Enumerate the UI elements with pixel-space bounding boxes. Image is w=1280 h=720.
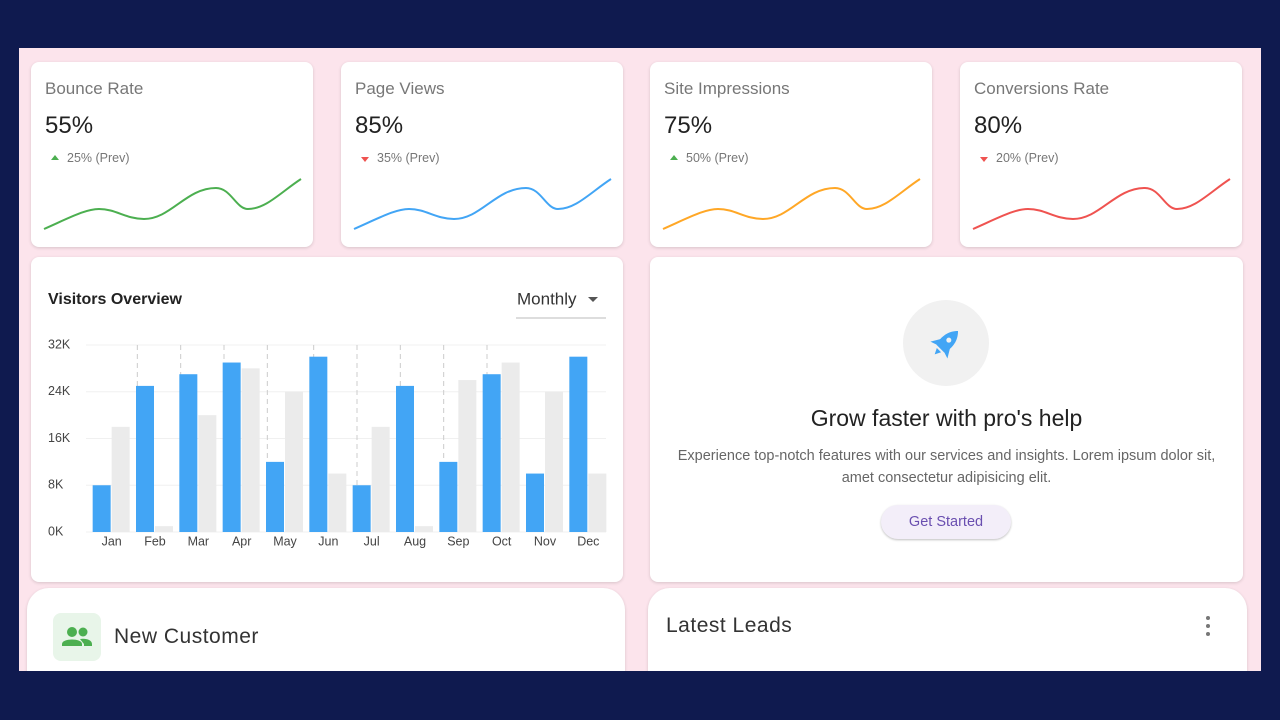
visitors-card: Visitors Overview Monthly 0K 8K 16K 24K 32K J… — [31, 257, 623, 582]
stat-change: 50% (Prev) — [686, 151, 749, 165]
x-tick-label: Jul — [364, 534, 380, 548]
bar — [222, 362, 241, 532]
stat-change: 20% (Prev) — [996, 151, 1059, 165]
trend-up-arrow — [51, 155, 59, 160]
bar — [439, 461, 458, 532]
bar — [458, 380, 477, 532]
y-tick-label: 16K — [48, 431, 71, 445]
customer-icon — [53, 613, 101, 661]
bar — [241, 368, 260, 532]
bar — [198, 415, 217, 532]
sparkline — [353, 178, 612, 230]
x-tick-label: Dec — [577, 534, 599, 548]
stat-card: Page Views 85% 35% (Prev) — [341, 62, 623, 247]
trend-down-arrow — [980, 157, 988, 162]
stat-change: 35% (Prev) — [377, 151, 440, 165]
bar — [155, 526, 173, 532]
stat-card: Conversions Rate 80% 20% (Prev) — [960, 62, 1242, 247]
stat-title: Bounce Rate — [45, 79, 144, 98]
x-tick-label: Feb — [144, 534, 166, 548]
sparkline — [662, 178, 921, 230]
bar — [545, 391, 563, 532]
promo-text: Experience top-notch features with our s… — [677, 448, 1216, 486]
period-select[interactable]: Monthly — [517, 289, 577, 308]
chart: Visitors Overview Monthly 0K 8K 16K 24K 32K J… — [48, 289, 607, 548]
x-tick-label: Sep — [447, 534, 469, 548]
get-started-button[interactable]: Get Started — [881, 505, 1011, 539]
promo-title: Grow faster with pro's help — [810, 405, 1083, 431]
more-menu[interactable] — [1203, 615, 1213, 639]
dashboard: Bounce Rate 55% 25% (Prev) Page Views 85% 35%… — [19, 48, 1261, 671]
sparkline — [972, 178, 1231, 230]
bar — [92, 485, 111, 532]
chart-title: Visitors Overview — [48, 291, 183, 308]
promo-card: Grow faster with pro's help Experience t… — [650, 257, 1243, 582]
x-tick-label: May — [273, 534, 297, 548]
stat-title: Page Views — [355, 79, 445, 98]
stat-value: 75% — [664, 112, 713, 139]
x-tick-label: Jan — [102, 534, 122, 548]
bar — [396, 385, 414, 532]
x-tick-label: Nov — [534, 534, 557, 548]
rocket-icon — [903, 300, 989, 386]
bar — [482, 374, 501, 532]
sparkline-path — [43, 178, 302, 230]
sparkline-path — [662, 178, 921, 230]
sparkline-path — [972, 178, 1231, 230]
bar — [569, 356, 588, 532]
latest-leads-card: Latest Leads — [648, 588, 1247, 671]
sparkline-path — [353, 178, 612, 230]
bar — [266, 461, 284, 532]
stat-title: Site Impressions — [664, 79, 790, 98]
stat-value: 80% — [974, 112, 1023, 139]
bar — [136, 385, 154, 532]
trend-up-arrow — [670, 155, 678, 160]
dropdown-arrow — [588, 297, 598, 302]
stat-value: 85% — [355, 112, 404, 139]
bar — [526, 473, 544, 532]
sparkline — [43, 178, 302, 230]
x-tick-label: Jun — [318, 534, 338, 548]
x-tick-label: Oct — [492, 534, 512, 548]
bar — [309, 356, 328, 532]
stat-title: Conversions Rate — [974, 79, 1110, 98]
bar — [179, 374, 198, 532]
bar — [415, 526, 433, 532]
x-tick-label: Mar — [188, 534, 210, 548]
bar — [285, 391, 303, 532]
bar — [501, 362, 520, 532]
stat-value: 55% — [45, 112, 94, 139]
stat-change: 25% (Prev) — [67, 151, 130, 165]
bar — [371, 426, 390, 532]
y-tick-label: 32K — [48, 337, 71, 351]
bar — [588, 473, 607, 532]
latest-leads-title: Latest Leads — [666, 614, 793, 637]
new-customer-card: New Customer — [27, 588, 625, 671]
bar — [111, 426, 130, 532]
y-tick-label: 0K — [48, 524, 64, 538]
new-customer-title: New Customer — [114, 625, 259, 648]
stat-card: Bounce Rate 55% 25% (Prev) — [31, 62, 313, 247]
bar — [328, 473, 347, 532]
stat-card: Site Impressions 75% 50% (Prev) — [650, 62, 932, 247]
x-tick-label: Apr — [232, 534, 251, 548]
y-tick-label: 8K — [48, 478, 64, 492]
y-tick-label: 24K — [48, 384, 71, 398]
bar — [352, 485, 371, 532]
trend-down-arrow — [361, 157, 369, 162]
x-tick-label: Aug — [404, 534, 426, 548]
